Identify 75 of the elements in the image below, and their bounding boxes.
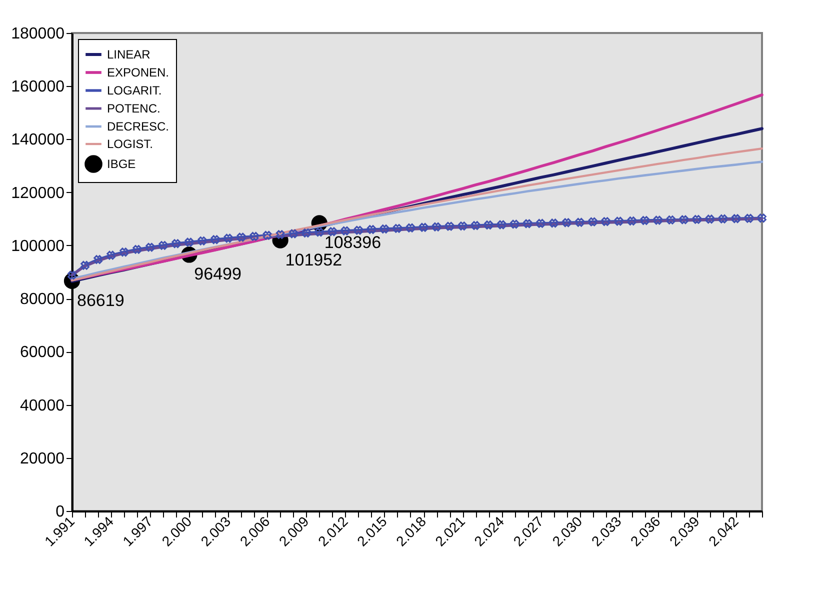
point	[184, 238, 194, 247]
y-tick-label: 40000	[20, 397, 65, 414]
point	[328, 227, 337, 236]
point	[302, 228, 311, 238]
point	[640, 216, 650, 225]
legend-label: EXPONEN.	[107, 66, 170, 80]
point	[210, 235, 220, 244]
point	[120, 248, 128, 257]
point	[419, 222, 428, 232]
point	[536, 218, 546, 228]
point	[692, 215, 702, 224]
point	[354, 226, 363, 235]
y-tick-label: 60000	[20, 344, 65, 362]
point	[758, 214, 766, 223]
point	[288, 229, 298, 238]
y-tick-label: 160000	[11, 78, 65, 96]
point	[614, 216, 624, 226]
point	[588, 217, 598, 226]
y-tick-label: 80000	[20, 291, 65, 308]
legend-label: DECRESC.	[107, 120, 170, 134]
point	[510, 220, 520, 229]
point	[94, 255, 102, 264]
point	[562, 218, 572, 228]
point	[744, 214, 754, 223]
point	[627, 216, 636, 226]
point	[224, 234, 233, 243]
y-tick-label: 180000	[11, 26, 65, 42]
y-tick-label: 140000	[11, 132, 65, 149]
point	[445, 222, 454, 231]
point	[236, 232, 246, 242]
point	[732, 214, 740, 224]
point	[106, 250, 116, 260]
point	[706, 214, 714, 224]
point	[262, 230, 272, 240]
point	[172, 239, 181, 248]
point	[80, 260, 90, 270]
point	[367, 225, 376, 234]
point	[276, 230, 285, 239]
y-tick-label: 0	[56, 504, 65, 520]
point	[406, 223, 415, 232]
data-label: 86619	[77, 290, 124, 310]
data-label: 96499	[194, 264, 242, 284]
point	[314, 228, 324, 237]
y-tick-label: 100000	[11, 238, 65, 255]
legend-label: IBGE	[107, 157, 136, 171]
point	[549, 218, 558, 228]
data-label: 108396	[324, 233, 382, 252]
point	[68, 270, 76, 280]
point	[601, 217, 610, 226]
point	[250, 232, 259, 241]
data-label: 101952	[285, 250, 342, 270]
legend-label: LINEAR	[107, 48, 151, 62]
point	[575, 218, 584, 227]
point	[132, 245, 142, 254]
legend-label: LOGARIT.	[107, 84, 162, 98]
point	[653, 216, 662, 225]
point	[497, 220, 506, 230]
legend-label: POTENC.	[107, 102, 160, 116]
point	[432, 222, 441, 232]
point	[484, 220, 494, 230]
point	[679, 215, 688, 224]
point	[380, 224, 389, 234]
point	[471, 221, 480, 230]
legend-label: LOGIST.	[107, 137, 154, 151]
point	[340, 226, 350, 236]
point	[666, 216, 676, 224]
point	[198, 236, 207, 246]
point	[523, 219, 532, 228]
point	[393, 224, 402, 233]
point	[146, 242, 155, 252]
y-tick-label: 120000	[11, 184, 65, 202]
point	[458, 222, 467, 230]
point	[158, 241, 168, 250]
point	[718, 214, 728, 224]
y-tick-label: 20000	[20, 450, 65, 468]
